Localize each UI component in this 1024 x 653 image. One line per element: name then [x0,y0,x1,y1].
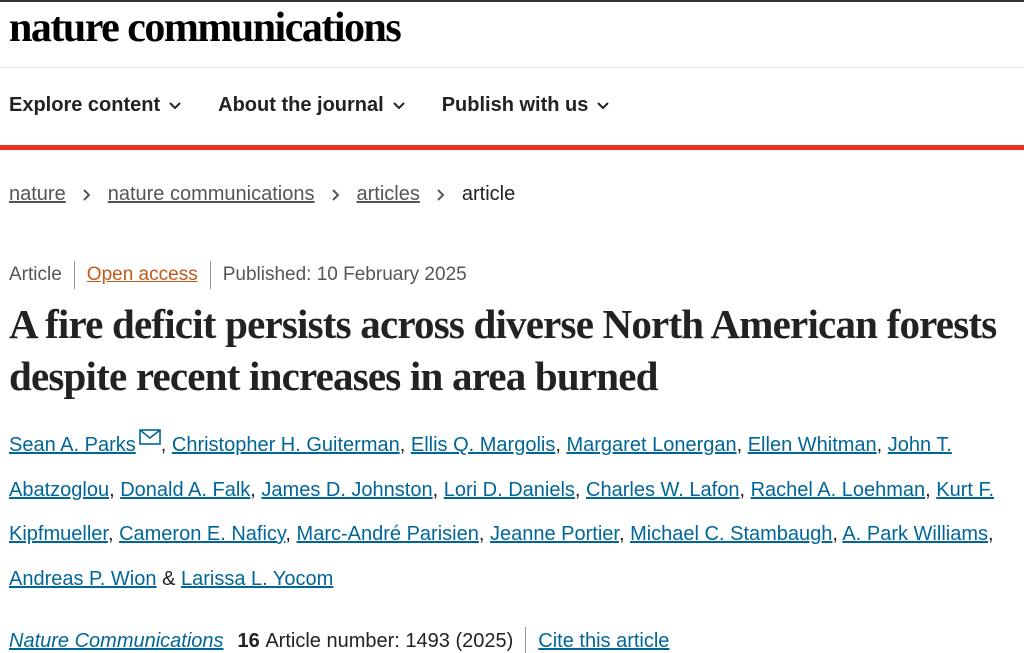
journal[interactable]: Nature Communications [9,629,224,652]
author[interactable]: Charles W. Lafon [586,478,740,501]
volume: 16 [237,629,260,652]
authors: Sean A. Parks, Christopher H. Guiterman,… [9,423,1021,601]
logo[interactable]: nature communications [9,5,402,51]
nav-label[interactable]: About the journal [218,94,384,116]
separator: , [832,523,838,545]
separator: , [876,434,883,456]
email-icon[interactable] [138,429,161,445]
nav: Explore content About the journal Publish … [9,94,610,117]
separator: , [925,478,931,501]
author[interactable]: Christopher H. Guiterman [171,434,400,456]
separator: , [739,478,746,501]
separator: , [160,434,167,456]
nav-item[interactable]: Publish with us [442,94,611,117]
chevron [331,188,339,201]
author[interactable]: Larissa L. Yocom [180,567,334,590]
article-meta: Article Open access Published: 10 Februa… [9,261,467,289]
chevron [392,101,405,109]
separator [73,261,75,289]
open-access[interactable]: Open access [86,264,198,285]
breadcrumb-item: article [461,183,516,205]
author[interactable]: Jeanne Portier [489,523,619,545]
separator [209,261,211,289]
breadcrumb-item[interactable]: nature [9,183,66,205]
author[interactable]: Ellis Q. Margolis [410,434,556,456]
separator: & [162,567,176,590]
separator: , [736,434,743,456]
separator: , [107,523,114,545]
breadcrumb: nature nature communications articles artic… [9,183,515,206]
chevron [437,188,445,201]
author[interactable]: Kurt F. Kipfmueller [9,478,995,546]
separator: , [285,523,291,545]
nav-label[interactable]: Publish with us [441,94,589,116]
author[interactable]: Rachel A. Loehman [750,478,926,501]
separator: , [988,523,994,545]
separator: , [618,523,625,545]
author[interactable]: James D. Johnston [261,478,433,501]
separator: , [478,523,485,545]
author[interactable]: Michael C. Stambaugh [630,523,833,545]
separator: , [109,478,115,501]
author[interactable]: Marc-André Parisien [296,523,479,545]
published: Published: 10 February 2025 [222,264,467,285]
separator: , [250,478,256,501]
chevron [83,188,91,201]
author[interactable]: Donald A. Falk [120,478,251,501]
author[interactable]: A. Park Williams [842,523,988,545]
article-number: Article number: 1493 (2025) [265,629,514,652]
author[interactable]: Margaret Lonergan [566,434,737,456]
separator [525,627,527,653]
cite-link[interactable]: Cite this article [538,629,670,652]
nav-label[interactable]: Explore content [9,94,161,116]
divider [0,67,1024,68]
nav-item[interactable]: About the journal [218,94,406,117]
author[interactable]: Cameron E. Naficy [119,523,286,545]
citation: Nature Communications 16 Article number:… [9,627,669,653]
accent-bar [0,145,1024,150]
chevron [597,101,610,109]
author[interactable]: Sean A. Parks [9,434,136,456]
article-type: Article [9,264,62,285]
separator: , [399,434,406,456]
separator: , [555,434,561,456]
breadcrumb-item[interactable]: nature communications [107,183,315,205]
breadcrumb-item[interactable]: articles [356,183,420,205]
author[interactable]: Ellen Whitman [747,434,877,456]
separator: , [432,478,439,501]
author[interactable]: John T. Abatzoglou [9,434,952,501]
nav-item[interactable]: Explore content [9,94,182,117]
article-title: A fire deficit persists across diverse N… [9,301,997,399]
separator: , [574,478,581,501]
chevron [169,101,181,109]
author[interactable]: Andreas P. Wion [9,567,157,590]
author[interactable]: Lori D. Daniels [443,478,575,501]
